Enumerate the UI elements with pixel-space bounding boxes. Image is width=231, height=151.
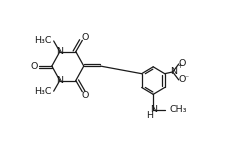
Text: H₃C: H₃C [34,36,52,45]
Text: O: O [81,90,89,100]
Text: CH₃: CH₃ [170,105,187,114]
Text: N: N [150,105,157,114]
Text: N: N [56,76,63,85]
Text: H₃C: H₃C [34,87,52,96]
Text: O: O [81,33,89,42]
Text: +: + [177,63,182,69]
Text: N: N [170,67,177,76]
Text: H: H [146,111,153,120]
Text: O: O [179,75,186,84]
Text: O: O [30,62,38,71]
Text: N: N [56,47,63,56]
Text: ⁻: ⁻ [184,74,188,83]
Text: O: O [179,59,186,68]
